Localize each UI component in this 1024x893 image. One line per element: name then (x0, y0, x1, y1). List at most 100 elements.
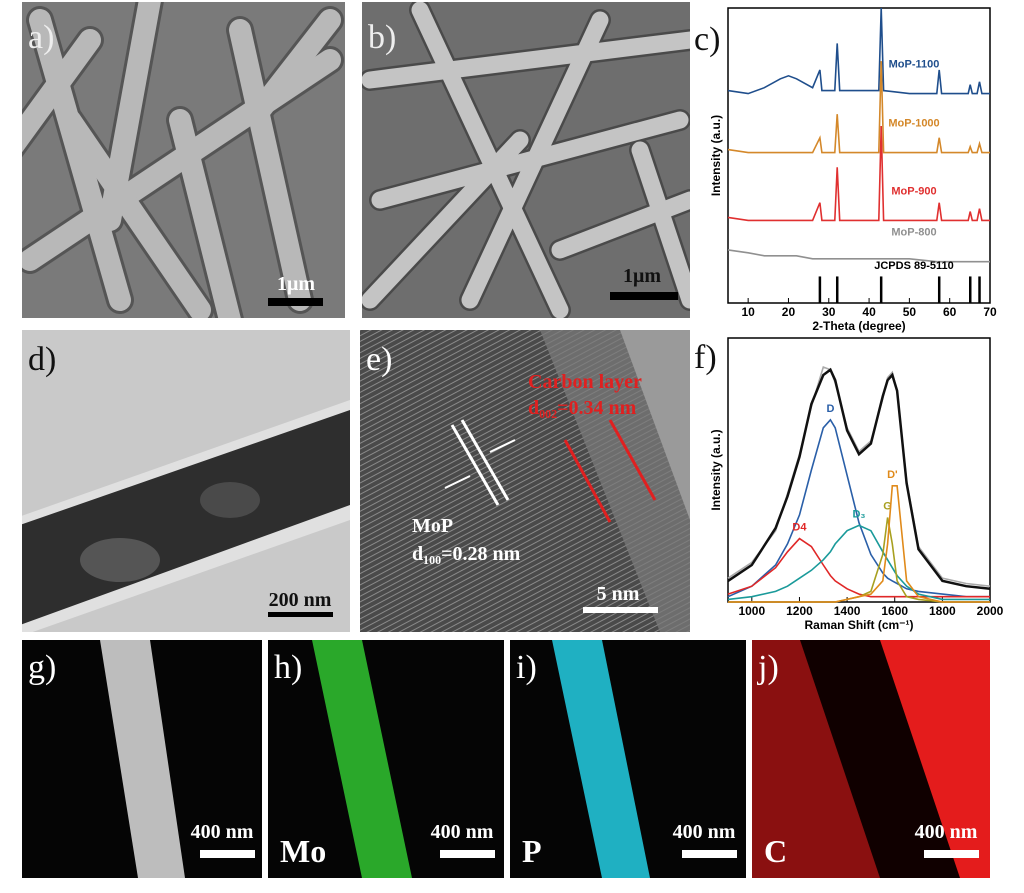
image-shape (312, 640, 412, 878)
image-shape (22, 2, 341, 318)
plot-frame (727, 7, 991, 304)
label: j) (757, 649, 779, 686)
x-tick-label: 1200 (786, 604, 813, 618)
label: 1μm (623, 265, 661, 287)
label: C (764, 833, 787, 869)
image-shape (440, 850, 495, 858)
label: MoP (412, 515, 453, 537)
image-shape (610, 292, 678, 300)
series-label: MoP-900 (891, 185, 936, 197)
label: e) (366, 341, 392, 378)
image-shape (80, 538, 160, 582)
series-label: G (883, 501, 892, 513)
x-axis-label: 2-Theta (degree) (812, 319, 905, 333)
x-tick-label: 20 (782, 305, 796, 319)
image-shape (22, 29, 101, 153)
image-shape (362, 131, 529, 309)
x-tick-label: 50 (903, 305, 917, 319)
image-shape (362, 31, 690, 89)
y-axis-label: Intensity (a.u.) (709, 429, 723, 510)
series-line (727, 7, 990, 95)
image-shape (552, 640, 650, 878)
image-shape (59, 109, 211, 318)
image-shape (924, 850, 979, 858)
label: a) (28, 19, 54, 56)
series-label: MoP-1000 (888, 118, 939, 130)
image-shape (489, 439, 516, 453)
image-shape (444, 475, 471, 489)
series-line (727, 249, 990, 263)
image-shape (880, 640, 990, 878)
image-shape (249, 9, 341, 121)
x-tick-label: 2000 (977, 604, 1004, 618)
label: Mo (280, 833, 326, 869)
label: d₁₀₀=0.28 nm (412, 543, 521, 565)
label: 400 nm (431, 821, 494, 843)
x-tick-label: 30 (822, 305, 836, 319)
image-shape (200, 850, 255, 858)
image-shape (268, 612, 333, 617)
label: 400 nm (191, 821, 254, 843)
label: f) (694, 339, 717, 376)
image-shape (460, 419, 510, 501)
image-shape (100, 640, 185, 878)
x-tick-label: 1600 (881, 604, 908, 618)
label: 400 nm (673, 821, 736, 843)
image-shape (551, 191, 690, 259)
series-label: D₃ (852, 508, 865, 520)
series-label: D4 (792, 522, 807, 534)
series-line (727, 61, 990, 154)
image-shape (461, 11, 609, 309)
label: c) (694, 21, 720, 58)
y-axis-label: Intensity (a.u.) (709, 115, 723, 196)
image-shape (563, 439, 612, 523)
charts: 10 20 30 40 50 60 70 2-Theta (degree) Intensity … (709, 7, 1004, 632)
series-label: JCPDS 89-5110 (874, 260, 954, 272)
image-shape (608, 419, 657, 501)
image-shape (169, 109, 241, 318)
image-shape (583, 607, 658, 613)
label: g) (28, 649, 56, 686)
image-shape (450, 424, 500, 506)
series-line (727, 367, 991, 591)
x-tick-label: 1400 (834, 604, 861, 618)
image-shape (22, 330, 350, 632)
image-shape (752, 640, 880, 878)
x-tick-label: 1000 (738, 604, 765, 618)
image-shape (631, 141, 690, 309)
label: 400 nm (915, 821, 978, 843)
label: i) (516, 649, 537, 686)
label: 1μm (277, 273, 315, 295)
image-shape (29, 9, 131, 311)
image-shape (268, 298, 323, 306)
x-tick-label: 60 (943, 305, 957, 319)
image-shape (620, 330, 690, 520)
image-shape (682, 850, 737, 858)
x-axis-label: Raman Shift (cm⁻¹) (804, 618, 913, 632)
series-line (727, 537, 990, 598)
image-shape (229, 19, 311, 311)
x-tick-label: 70 (983, 305, 997, 319)
series-line (727, 125, 990, 222)
x-tick-label: 10 (741, 305, 755, 319)
image-shape (362, 2, 690, 318)
label: 200 nm (269, 589, 332, 611)
plot-frame (727, 337, 991, 603)
image-shape (200, 482, 260, 518)
x-tick-label: 40 (862, 305, 876, 319)
series-label: D' (887, 469, 898, 481)
label: d) (28, 341, 56, 378)
series-label: MoP-1100 (889, 59, 940, 71)
label: h) (274, 649, 302, 686)
series-line (728, 485, 990, 603)
label: 5 nm (597, 583, 640, 605)
image-shape (22, 2, 345, 318)
series-label: MoP-800 (891, 227, 936, 239)
label: Carbon layer (528, 371, 642, 393)
label: b) (368, 19, 396, 56)
x-tick-label: 1800 (929, 604, 956, 618)
series-label: D (826, 403, 834, 415)
image-shape (362, 2, 690, 318)
label: d₀₀₂=0.34 nm (528, 397, 637, 419)
